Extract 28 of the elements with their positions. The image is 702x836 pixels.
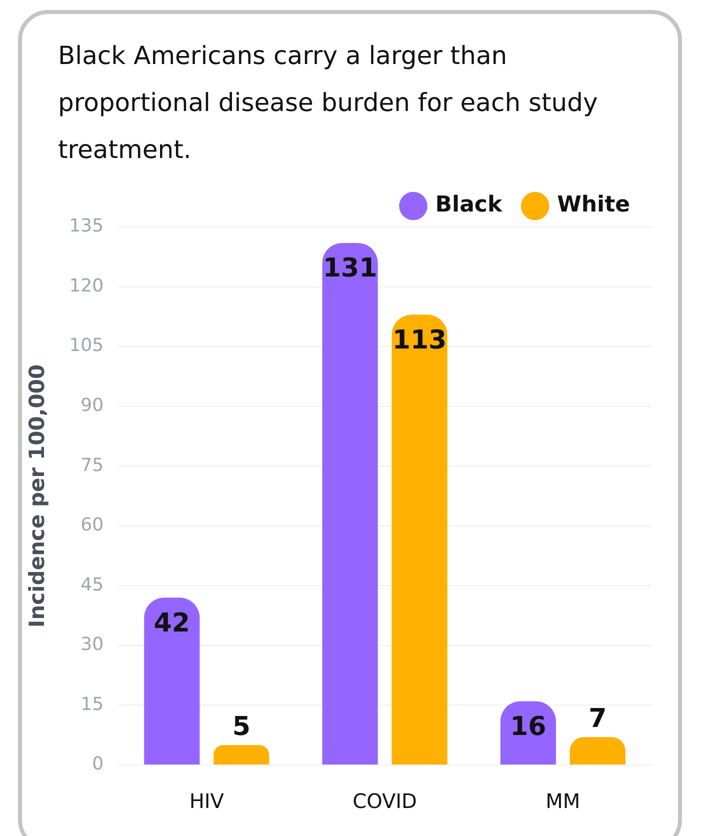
bar [322, 242, 378, 764]
bar [144, 598, 200, 764]
legend-label: White [557, 192, 630, 218]
data-label: 5 [232, 712, 250, 742]
data-label: 113 [392, 325, 447, 356]
x-tick-label: MM [546, 789, 580, 814]
x-tick-label: COVID [352, 789, 417, 814]
y-tick-label: 0 [92, 754, 104, 775]
data-label: 42 [154, 608, 190, 638]
y-tick-label: 90 [80, 395, 104, 416]
y-tick-label: 60 [80, 514, 104, 536]
bar [214, 745, 270, 764]
data-label: 7 [588, 704, 607, 734]
y-tick-label: 45 [80, 574, 104, 596]
y-tick-label: 120 [69, 275, 104, 296]
y-tick-label: 135 [69, 216, 104, 237]
bar [392, 314, 448, 764]
y-tick-label: 30 [80, 634, 104, 656]
y-tick-label: 75 [80, 454, 104, 476]
y-tick-label: 15 [80, 694, 104, 715]
legend-label: Black [435, 192, 504, 218]
chart-title: Black Americans carry a larger than proportional disease burden for each study treatment. [57, 40, 599, 166]
x-tick-label: HIV [189, 789, 224, 814]
data-label: 131 [322, 254, 378, 284]
data-label: 16 [510, 712, 546, 742]
y-axis-title: Incidence per 100,000 [25, 364, 50, 628]
y-tick-label: 105 [69, 335, 104, 356]
bar [570, 737, 626, 764]
